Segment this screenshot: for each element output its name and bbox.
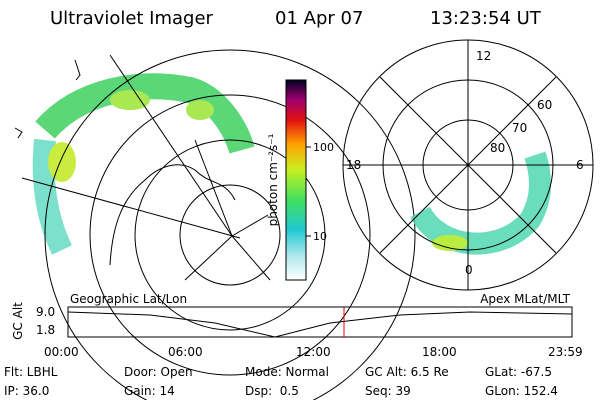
status-item: Dsp: 0.5 [245,384,299,398]
polar-plot: 12 6 0 18 60 70 80 [342,39,594,291]
colorbar-label: photon cm⁻²s⁻¹ [266,133,280,226]
status-item: IP: 36.0 [4,384,49,398]
mlt-label: 12 [476,49,491,63]
status: Flt: LBHL Door: Open Mode: Normal GC Alt… [4,365,558,398]
status-item: Flt: LBHL [4,365,58,379]
status-item: Mode: Normal [245,365,329,379]
colorbar: 100 10 photon cm⁻²s⁻¹ [266,79,334,281]
timeline-y-label: GC Alt [11,302,25,340]
status-item: Seq: 39 [365,384,411,398]
status-item: Door: Open [124,365,193,379]
mlt-label: 18 [346,158,361,172]
lat-label: 60 [537,98,552,112]
lat-label: 80 [490,141,505,155]
timeline: Geographic Lat/Lon Apex MLat/MLT GC Alt … [11,292,583,359]
date: 01 Apr 07 [275,8,363,29]
timeline-right-label: Apex MLat/MLT [480,292,570,306]
timeline-y-tick: 9.0 [36,305,55,319]
time-tick: 23:59 [548,345,583,359]
timeline-left-label: Geographic Lat/Lon [70,292,187,306]
status-item: GLon: 152.4 [485,384,558,398]
status-item: Gain: 14 [124,384,175,398]
time-tick: 18:00 [422,345,457,359]
timeline-y-tick: 1.8 [36,323,55,337]
colorbar-tick: 100 [313,141,334,154]
mlt-label: 0 [465,263,473,277]
geographic-map [14,49,416,400]
lat-label: 70 [512,121,527,135]
status-item: GLat: -67.5 [485,365,552,379]
time-tick: 06:00 [168,345,203,359]
title: Ultraviolet Imager [50,8,214,29]
time-tick: 12:00 [296,345,331,359]
colorbar-tick: 10 [313,230,327,243]
time-tick: 00:00 [44,345,79,359]
mlt-label: 6 [576,158,584,172]
header: Ultraviolet Imager 01 Apr 07 13:23:54 UT [50,8,542,29]
time: 13:23:54 UT [430,8,542,29]
status-item: GC Alt: 6.5 Re [365,365,449,379]
